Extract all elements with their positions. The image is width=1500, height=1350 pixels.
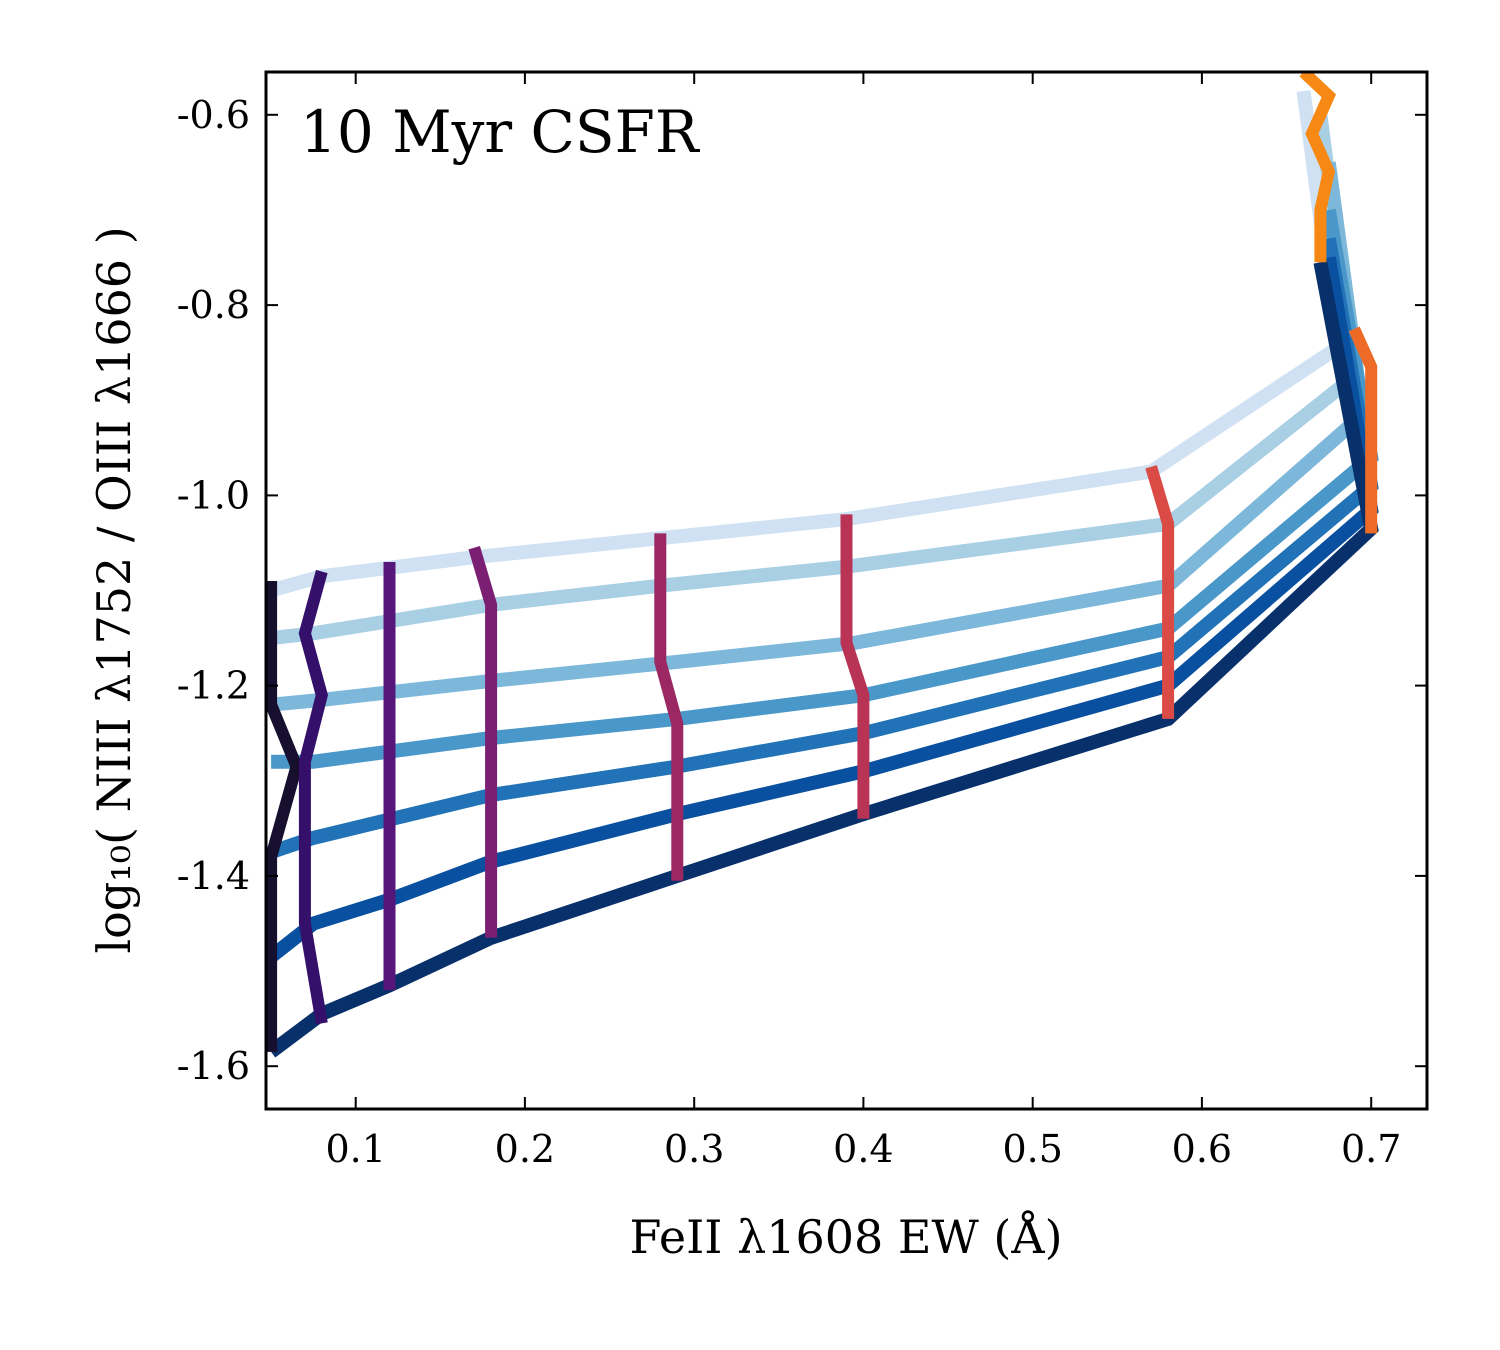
x-tick-label: 0.1 — [325, 1127, 385, 1171]
x-tick-label: 0.5 — [1002, 1127, 1062, 1171]
track-series-line-5 — [654, 533, 684, 881]
x-tick-label: 0.6 — [1172, 1127, 1232, 1171]
plot-frame — [264, 70, 1429, 1111]
blue-series-line-5 — [268, 237, 1379, 859]
track-series-line-6 — [840, 514, 870, 819]
y-tick-label: -1.2 — [177, 664, 250, 708]
track-series-line-8 — [1348, 326, 1378, 534]
y-tick-label: -1.6 — [177, 1044, 250, 1088]
track-series-line-2 — [298, 569, 329, 1025]
series-layer — [266, 72, 1379, 1058]
blue-series-line-4 — [271, 208, 1379, 769]
x-tick-label: 0.3 — [664, 1127, 724, 1171]
x-tick-label: 0.2 — [495, 1127, 555, 1171]
x-axis-label: FeII λ1608 EW (Å) — [629, 1209, 1062, 1264]
blue-series-line-1 — [269, 90, 1345, 598]
blue-series-line-2 — [270, 113, 1362, 646]
y-axis-label: log₁₀( NIII λ1752 / OIII λ1666 ) — [87, 226, 141, 953]
x-tick-label: 0.7 — [1341, 1127, 1401, 1171]
y-tick-label: -1.4 — [177, 854, 250, 898]
track-series-line-4 — [468, 545, 498, 938]
y-tick-label: -0.8 — [177, 283, 250, 327]
x-tick-label: 0.4 — [833, 1127, 893, 1171]
blue-series-line-3 — [270, 161, 1371, 712]
tick-layer: 0.1 0.2 0.3 0.4 0.5 0.6 0.7 -1.6 -1.4 -1.2 -1.0 -0.… — [177, 72, 1427, 1171]
track-series-line-9 — [1299, 72, 1337, 263]
track-series-line-1 — [266, 581, 303, 1052]
chart-annotation: 10 Myr CSFR — [300, 98, 701, 166]
y-tick-label: -1.0 — [177, 473, 250, 517]
track-series-line-7 — [1145, 465, 1175, 719]
y-tick-label: -0.6 — [177, 93, 250, 137]
